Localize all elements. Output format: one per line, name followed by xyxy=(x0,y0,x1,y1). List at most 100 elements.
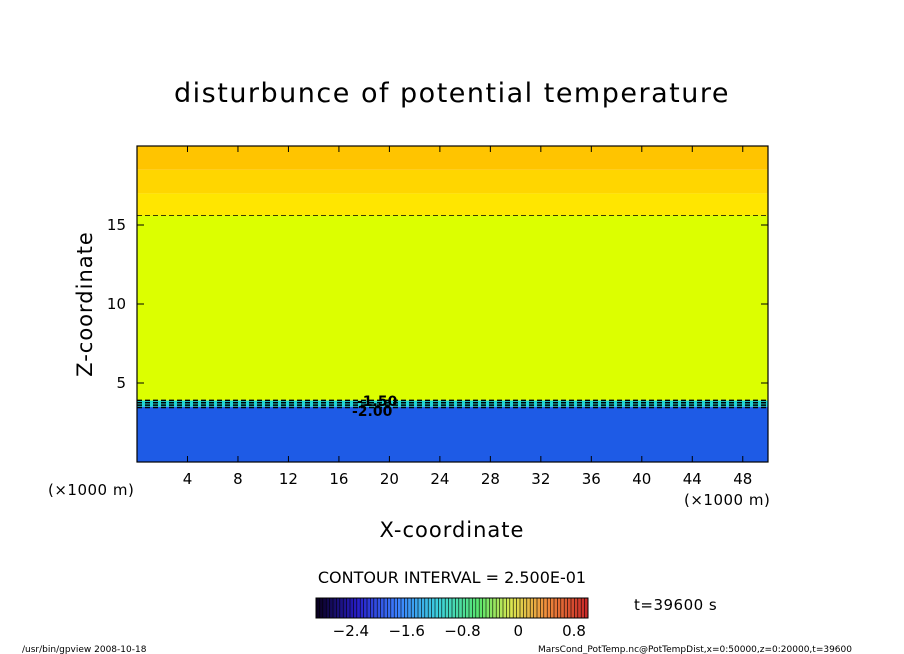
colorbar-segment-69 xyxy=(433,598,436,618)
x-tick-label-9: 40 xyxy=(632,470,651,488)
colorbar-segment-123 xyxy=(525,598,528,618)
colorbar-segment-86 xyxy=(462,598,465,618)
colorbar-segment-91 xyxy=(470,598,473,618)
x-unit-label-left: (×1000 m) xyxy=(48,481,134,499)
colorbar-segment-49 xyxy=(399,598,402,618)
colorbar-segment-24 xyxy=(356,598,359,618)
colorbar-segment-98 xyxy=(482,598,485,618)
colorbar-segment-144 xyxy=(560,598,563,618)
colorbar-segment-117 xyxy=(514,598,517,618)
colorbar-segment-41 xyxy=(385,598,388,618)
colorbar-segment-107 xyxy=(497,598,500,618)
footer-right: MarsCond_PotTemp.nc@PotTempDist,x=0:5000… xyxy=(538,645,852,654)
colorbar-segment-138 xyxy=(550,598,553,618)
colorbar-segment-127 xyxy=(531,598,534,618)
colorbar-segment-9 xyxy=(331,598,334,618)
colorbar-segment-18 xyxy=(346,598,349,618)
colorbar-segment-142 xyxy=(557,598,560,618)
colorbar-segment-75 xyxy=(443,598,446,618)
band-1 xyxy=(137,400,768,407)
y-axis-ticks: 5 10 15 xyxy=(107,216,768,392)
colorbar-segment-11 xyxy=(334,598,337,618)
colorbar-segment-61 xyxy=(419,598,422,618)
x-tick-label-7: 32 xyxy=(531,470,550,488)
colorbar-segment-148 xyxy=(567,598,570,618)
colorbar-segment-56 xyxy=(411,598,414,618)
colorbar-segment-81 xyxy=(453,598,456,618)
colorbar xyxy=(315,597,589,619)
colorbar-segment-70 xyxy=(435,598,438,618)
colorbar-segment-63 xyxy=(423,598,426,618)
colorbar-segment-21 xyxy=(351,598,354,618)
colorbar-segment-48 xyxy=(397,598,400,618)
x-tick-label-10: 44 xyxy=(683,470,702,488)
colorbar-segment-97 xyxy=(480,598,483,618)
colorbar-segment-17 xyxy=(344,598,347,618)
colorbar-segment-31 xyxy=(368,598,371,618)
colorbar-segment-47 xyxy=(395,598,398,618)
colorbar-segment-108 xyxy=(499,598,502,618)
colorbar-segment-90 xyxy=(469,598,472,618)
colorbar-segment-110 xyxy=(503,598,506,618)
colorbar-segment-39 xyxy=(382,598,385,618)
colorbar-segment-154 xyxy=(577,598,580,618)
colorbar-segment-53 xyxy=(406,598,409,618)
colorbar-segment-80 xyxy=(452,598,455,618)
colorbar-tick-label-0: −2.4 xyxy=(333,622,369,640)
colorbar-segment-29 xyxy=(365,598,368,618)
colorbar-segment-36 xyxy=(377,598,380,618)
colorbar-segment-30 xyxy=(367,598,370,618)
colorbar-segment-122 xyxy=(523,598,526,618)
colorbar-segment-0 xyxy=(316,598,319,618)
x-unit-label-right: (×1000 m) xyxy=(684,491,770,509)
colorbar-segment-10 xyxy=(333,598,336,618)
colorbar-segment-2 xyxy=(319,598,322,618)
colorbar-segment-76 xyxy=(445,598,448,618)
colorbar-frame xyxy=(315,597,589,619)
colorbar-segment-43 xyxy=(389,598,392,618)
colorbar-segment-94 xyxy=(475,598,478,618)
colorbar-segment-62 xyxy=(421,598,424,618)
colorbar-segment-55 xyxy=(409,598,412,618)
colorbar-segment-112 xyxy=(506,598,509,618)
colorbar-segment-16 xyxy=(343,598,346,618)
contour-label-2: -2.00 xyxy=(352,404,393,420)
colorbar-segment-44 xyxy=(390,598,393,618)
colorbar-segment-93 xyxy=(474,598,477,618)
colorbar-segment-151 xyxy=(572,598,575,618)
colorbar-segment-106 xyxy=(496,598,499,618)
y-tick-label-1: 10 xyxy=(107,295,126,313)
colorbar-segment-46 xyxy=(394,598,397,618)
colorbar-tick-label-2: −0.8 xyxy=(444,622,480,640)
colorbar-segment-79 xyxy=(450,598,453,618)
colorbar-segment-130 xyxy=(537,598,540,618)
colorbar-segment-129 xyxy=(535,598,538,618)
colorbar-segment-147 xyxy=(565,598,568,618)
band-4 xyxy=(137,169,768,194)
colorbar-segment-126 xyxy=(530,598,533,618)
colorbar-segment-74 xyxy=(441,598,444,618)
colorbar-segment-33 xyxy=(372,598,375,618)
colorbar-segment-68 xyxy=(431,598,434,618)
colorbar-segment-137 xyxy=(548,598,551,618)
colorbar-segment-99 xyxy=(484,598,487,618)
colorbar-segment-100 xyxy=(486,598,489,618)
colorbar-segment-8 xyxy=(329,598,332,618)
colorbar-segment-88 xyxy=(465,598,468,618)
x-tick-label-4: 20 xyxy=(380,470,399,488)
colorbar-segment-102 xyxy=(489,598,492,618)
colorbar-segment-146 xyxy=(564,598,567,618)
colorbar-segment-52 xyxy=(404,598,407,618)
colorbar-tick-label-3: 0 xyxy=(513,622,523,640)
band-2 xyxy=(137,215,768,401)
band-5 xyxy=(137,146,768,170)
x-tick-label-0: 4 xyxy=(183,470,193,488)
x-tick-label-6: 28 xyxy=(481,470,500,488)
colorbar-segment-26 xyxy=(360,598,363,618)
colorbar-segment-72 xyxy=(438,598,441,618)
colorbar-segment-7 xyxy=(327,598,330,618)
colorbar-segment-120 xyxy=(520,598,523,618)
y-tick-label-0: 5 xyxy=(116,374,126,392)
